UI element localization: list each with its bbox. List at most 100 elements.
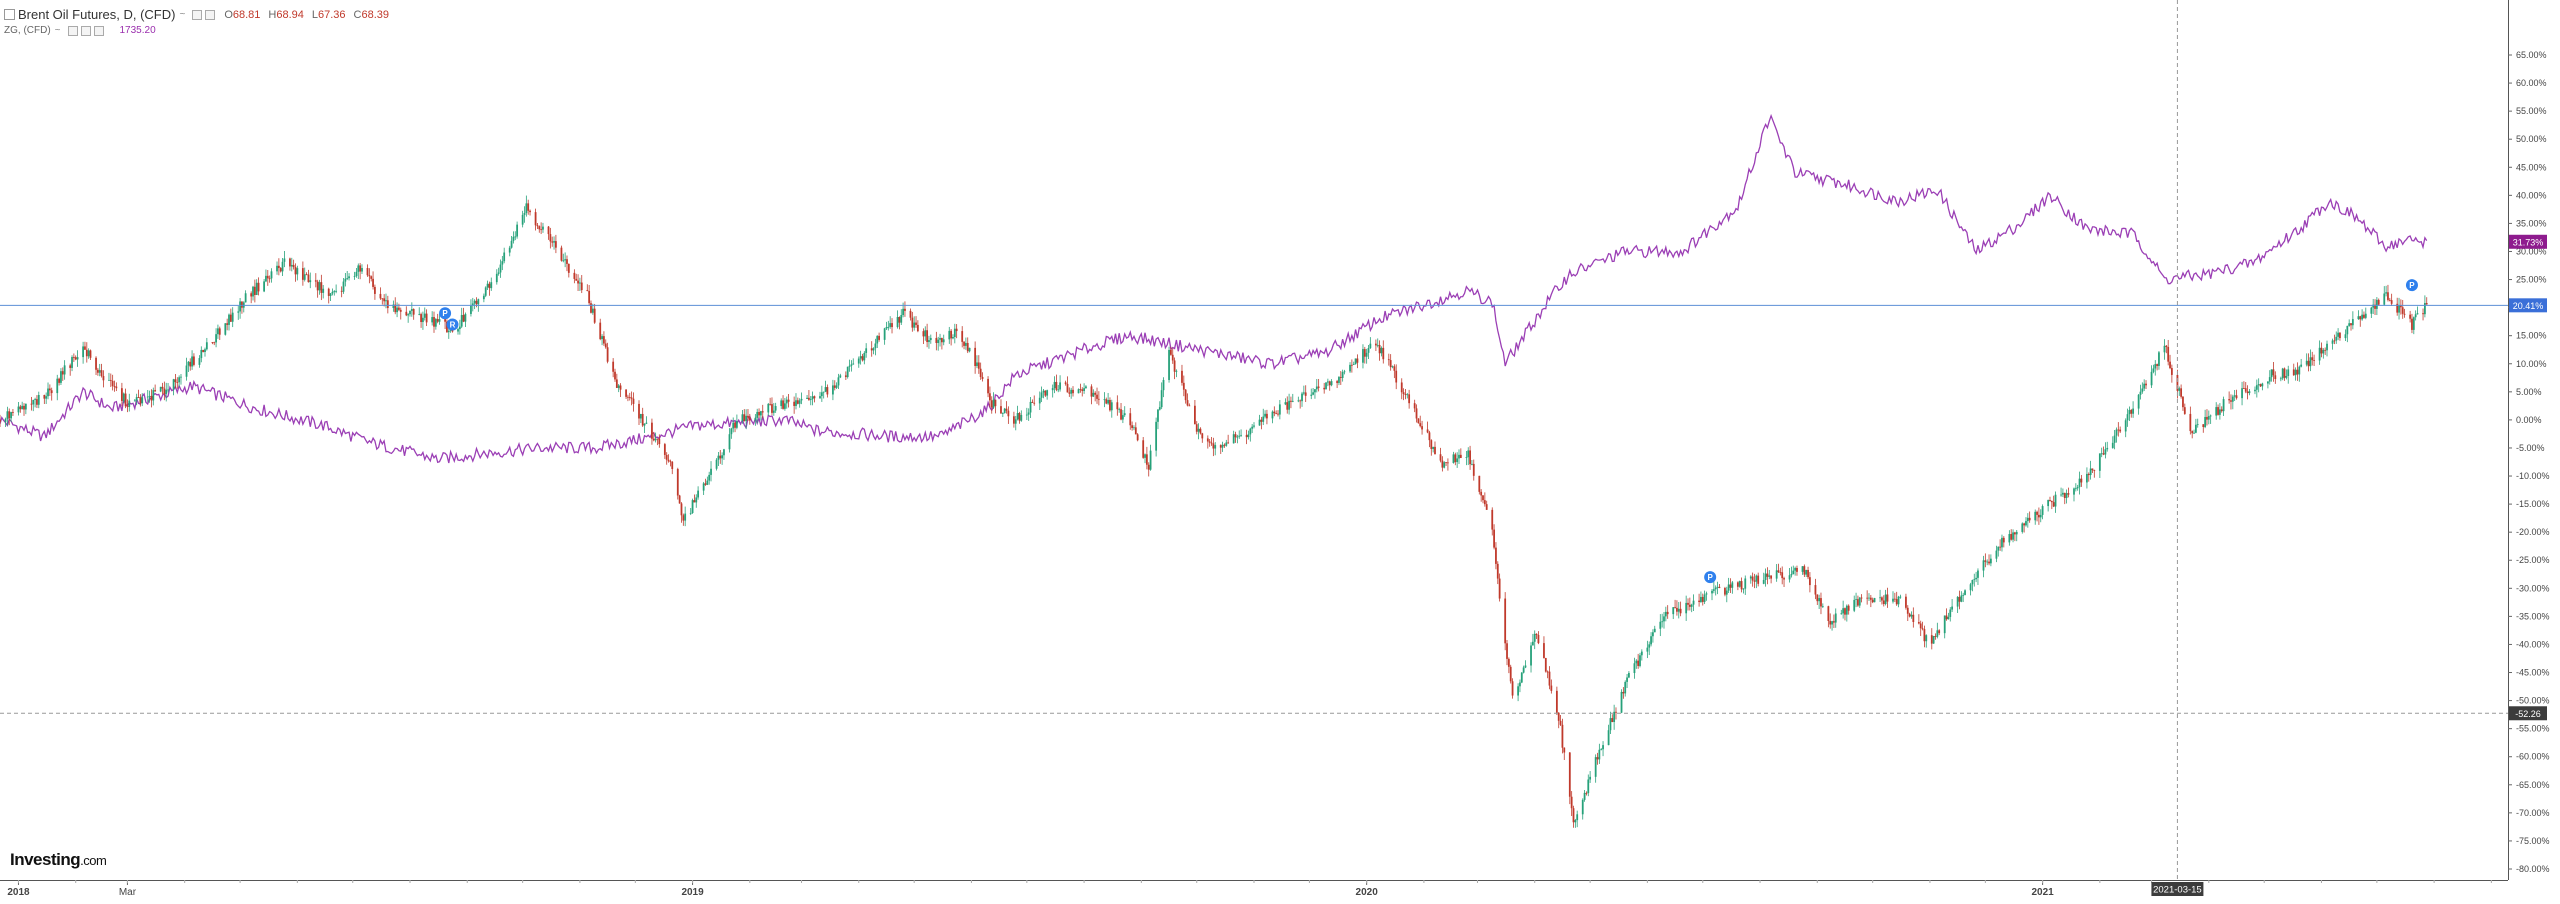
candle-body bbox=[560, 247, 563, 261]
event-marker-icon[interactable] bbox=[439, 307, 452, 320]
candle-body bbox=[141, 397, 144, 404]
candle-body bbox=[74, 357, 77, 360]
candle-body bbox=[1452, 454, 1455, 463]
candle-body bbox=[1210, 442, 1213, 444]
candle-body bbox=[95, 357, 97, 370]
candle-body bbox=[2119, 429, 2122, 432]
candle-body bbox=[2294, 369, 2297, 376]
candle-body bbox=[122, 393, 125, 401]
candle-body bbox=[1083, 388, 1085, 391]
candle-body bbox=[732, 422, 735, 429]
candle-body bbox=[1367, 348, 1370, 353]
candle-body bbox=[1609, 718, 1612, 731]
candle-body bbox=[1679, 608, 1682, 614]
candle-body bbox=[1042, 390, 1045, 393]
close-icon[interactable] bbox=[205, 9, 216, 20]
candle-body bbox=[826, 387, 829, 395]
candle-body bbox=[2399, 305, 2402, 308]
candle-body bbox=[2091, 468, 2094, 471]
candle-body bbox=[2191, 431, 2194, 434]
candle-body bbox=[1757, 575, 1760, 584]
event-marker-icon[interactable] bbox=[446, 318, 459, 331]
candle-body bbox=[2080, 478, 2083, 483]
candle-body bbox=[2010, 534, 2013, 540]
candle-body bbox=[872, 348, 875, 351]
candle-body bbox=[963, 341, 965, 346]
candle-body bbox=[748, 417, 751, 421]
candle-body bbox=[381, 298, 384, 300]
candle-body bbox=[431, 317, 434, 323]
candle-body bbox=[1860, 597, 1863, 599]
candle-body bbox=[1705, 593, 1708, 595]
collapse-legend-icon[interactable] bbox=[4, 9, 15, 20]
candle-body bbox=[2076, 487, 2079, 489]
symbol-title[interactable]: Brent Oil Futures, D, (CFD) bbox=[18, 7, 176, 22]
candle-body bbox=[213, 342, 216, 344]
candle-body bbox=[909, 310, 912, 318]
compare-settings-icon[interactable] bbox=[80, 25, 91, 36]
compare-dropdown-icon[interactable]: ~ bbox=[54, 25, 61, 36]
candle-body bbox=[2093, 470, 2096, 471]
candle-body bbox=[2062, 492, 2064, 495]
candle-body bbox=[2113, 435, 2116, 443]
candle-body bbox=[874, 343, 877, 349]
candle-body bbox=[1443, 462, 1446, 468]
candle-body bbox=[671, 461, 674, 470]
candle-body bbox=[1997, 546, 2000, 551]
candle-body bbox=[270, 271, 273, 279]
candle-body bbox=[1674, 607, 1676, 608]
candle-body bbox=[1458, 454, 1460, 459]
candle-body bbox=[475, 300, 478, 305]
candle-body bbox=[84, 346, 86, 350]
candle-body bbox=[940, 338, 943, 343]
candle-body bbox=[599, 322, 602, 340]
ohlc-open: O68.81 bbox=[224, 8, 261, 21]
candle-body bbox=[56, 378, 59, 394]
candle-body bbox=[2139, 391, 2142, 395]
candle-body bbox=[1188, 405, 1191, 407]
candle-body bbox=[69, 365, 72, 368]
candle-body bbox=[1483, 500, 1486, 505]
y-tick-label: -20.00% bbox=[2516, 527, 2550, 537]
candle-body bbox=[1428, 432, 1431, 441]
candle-body bbox=[723, 449, 725, 456]
compare-symbol[interactable]: ZG, (CFD) bbox=[4, 25, 51, 36]
candle-body bbox=[1059, 382, 1061, 390]
candle-body bbox=[1570, 796, 1573, 809]
candle-body bbox=[719, 455, 722, 459]
candle-body bbox=[1517, 686, 1519, 696]
candle-body bbox=[1520, 672, 1523, 683]
candle-body bbox=[1169, 349, 1172, 355]
candle-body bbox=[695, 497, 698, 503]
candle-body bbox=[2298, 366, 2301, 375]
candle-body bbox=[215, 334, 217, 343]
candle-body bbox=[1882, 600, 1885, 605]
candle-body bbox=[460, 314, 463, 327]
candle-body bbox=[2309, 357, 2312, 367]
candle-body bbox=[2012, 532, 2014, 540]
candle-body bbox=[1362, 349, 1364, 363]
compare-eye-icon[interactable] bbox=[67, 25, 78, 36]
event-marker-icon[interactable] bbox=[1704, 571, 1717, 584]
candle-body bbox=[922, 331, 925, 337]
ohlc-close: C68.39 bbox=[353, 8, 390, 21]
candle-body bbox=[819, 396, 821, 399]
candle-body bbox=[1964, 590, 1966, 595]
candle-body bbox=[1354, 358, 1357, 365]
candle-body bbox=[514, 236, 517, 238]
candle-body bbox=[120, 388, 123, 401]
compare-close-icon[interactable] bbox=[93, 25, 104, 36]
candle-body bbox=[470, 305, 472, 314]
candle-body bbox=[1315, 386, 1318, 390]
candle-body bbox=[1145, 454, 1148, 465]
candle-body bbox=[113, 386, 116, 387]
symbol-dropdown-icon[interactable]: ~ bbox=[179, 9, 186, 20]
candle-body bbox=[1199, 428, 1202, 434]
event-marker-icon[interactable] bbox=[2405, 279, 2418, 292]
y-tick-label: -50.00% bbox=[2516, 696, 2550, 706]
settings-icon[interactable] bbox=[192, 9, 203, 20]
candle-body bbox=[346, 278, 349, 279]
candle-body bbox=[239, 301, 241, 312]
